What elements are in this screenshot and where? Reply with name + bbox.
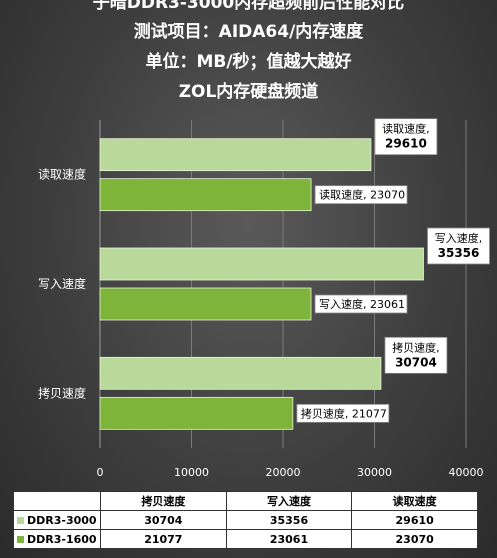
table-header-write: 写入速度 — [225, 491, 353, 511]
legend-series-name: DDR3-1600 — [27, 532, 97, 546]
table-cell: 23070 — [351, 529, 478, 549]
data-label: 读取速度, — [382, 122, 430, 136]
bar — [99, 287, 312, 321]
bar — [99, 396, 294, 430]
table-cell: 23061 — [225, 529, 353, 549]
category-label: 写入速度 — [38, 276, 86, 291]
chart-title: 子暗DDR3-3000内存超频前后性能对比 — [92, 0, 405, 13]
table-header-copy: 拷贝速度 — [100, 491, 227, 511]
x-tick-label: 0 — [97, 466, 104, 479]
data-label: 35356 — [438, 246, 480, 260]
x-tick-label: 30000 — [357, 466, 392, 479]
bar — [99, 247, 424, 281]
bar — [99, 138, 372, 172]
table-cell: 21077 — [100, 529, 227, 549]
data-label-box — [427, 227, 490, 265]
data-label: 29610 — [385, 137, 427, 151]
data-label: 读取速度, 23070 — [319, 188, 405, 202]
data-table: 拷贝速度 写入速度 读取速度 DDR3-3000 30704 35356 296… — [13, 491, 478, 549]
x-tick-label: 10000 — [174, 466, 209, 479]
x-tick-label: 20000 — [266, 466, 301, 479]
table-header-read: 读取速度 — [351, 491, 478, 511]
data-label-box — [314, 294, 408, 314]
table-header-corner — [13, 491, 101, 511]
data-label-box — [384, 336, 448, 374]
data-label: 拷贝速度, — [392, 340, 440, 354]
table-cell: 29610 — [351, 510, 478, 530]
table-row: DDR3-1600 21077 23061 23070 — [13, 529, 478, 549]
chart-subtitle-unit: 单位：MB/秒；值越大越好 — [145, 52, 352, 72]
data-label-box — [296, 403, 390, 423]
x-tick-label: 40000 — [449, 466, 484, 479]
category-label: 拷贝速度 — [38, 385, 86, 400]
table-row-header: DDR3-1600 — [13, 529, 101, 549]
legend-swatch — [17, 517, 24, 524]
chart-subtitle-test-item: 测试项目：AIDA64/内存速度 — [133, 22, 364, 42]
category-label: 读取速度 — [38, 167, 86, 182]
table-cell: 30704 — [100, 510, 227, 530]
data-label: 拷贝速度, 21077 — [301, 406, 387, 420]
data-label-box — [314, 185, 408, 205]
table-cell: 35356 — [225, 510, 353, 530]
legend-swatch — [17, 536, 24, 543]
data-label-box — [374, 118, 438, 156]
data-label: 30704 — [395, 355, 437, 369]
legend-series-name: DDR3-3000 — [27, 513, 97, 527]
table-header-row: 拷贝速度 写入速度 读取速度 — [13, 491, 478, 511]
data-label: 写入速度, — [435, 231, 483, 245]
bar — [99, 356, 382, 390]
table-row-header: DDR3-3000 — [13, 510, 101, 530]
bar — [99, 178, 312, 212]
data-label: 写入速度, 23061 — [319, 297, 405, 311]
table-row: DDR3-3000 30704 35356 29610 — [13, 510, 478, 530]
chart-subtitle-source: ZOL内存硬盘频道 — [178, 82, 319, 102]
